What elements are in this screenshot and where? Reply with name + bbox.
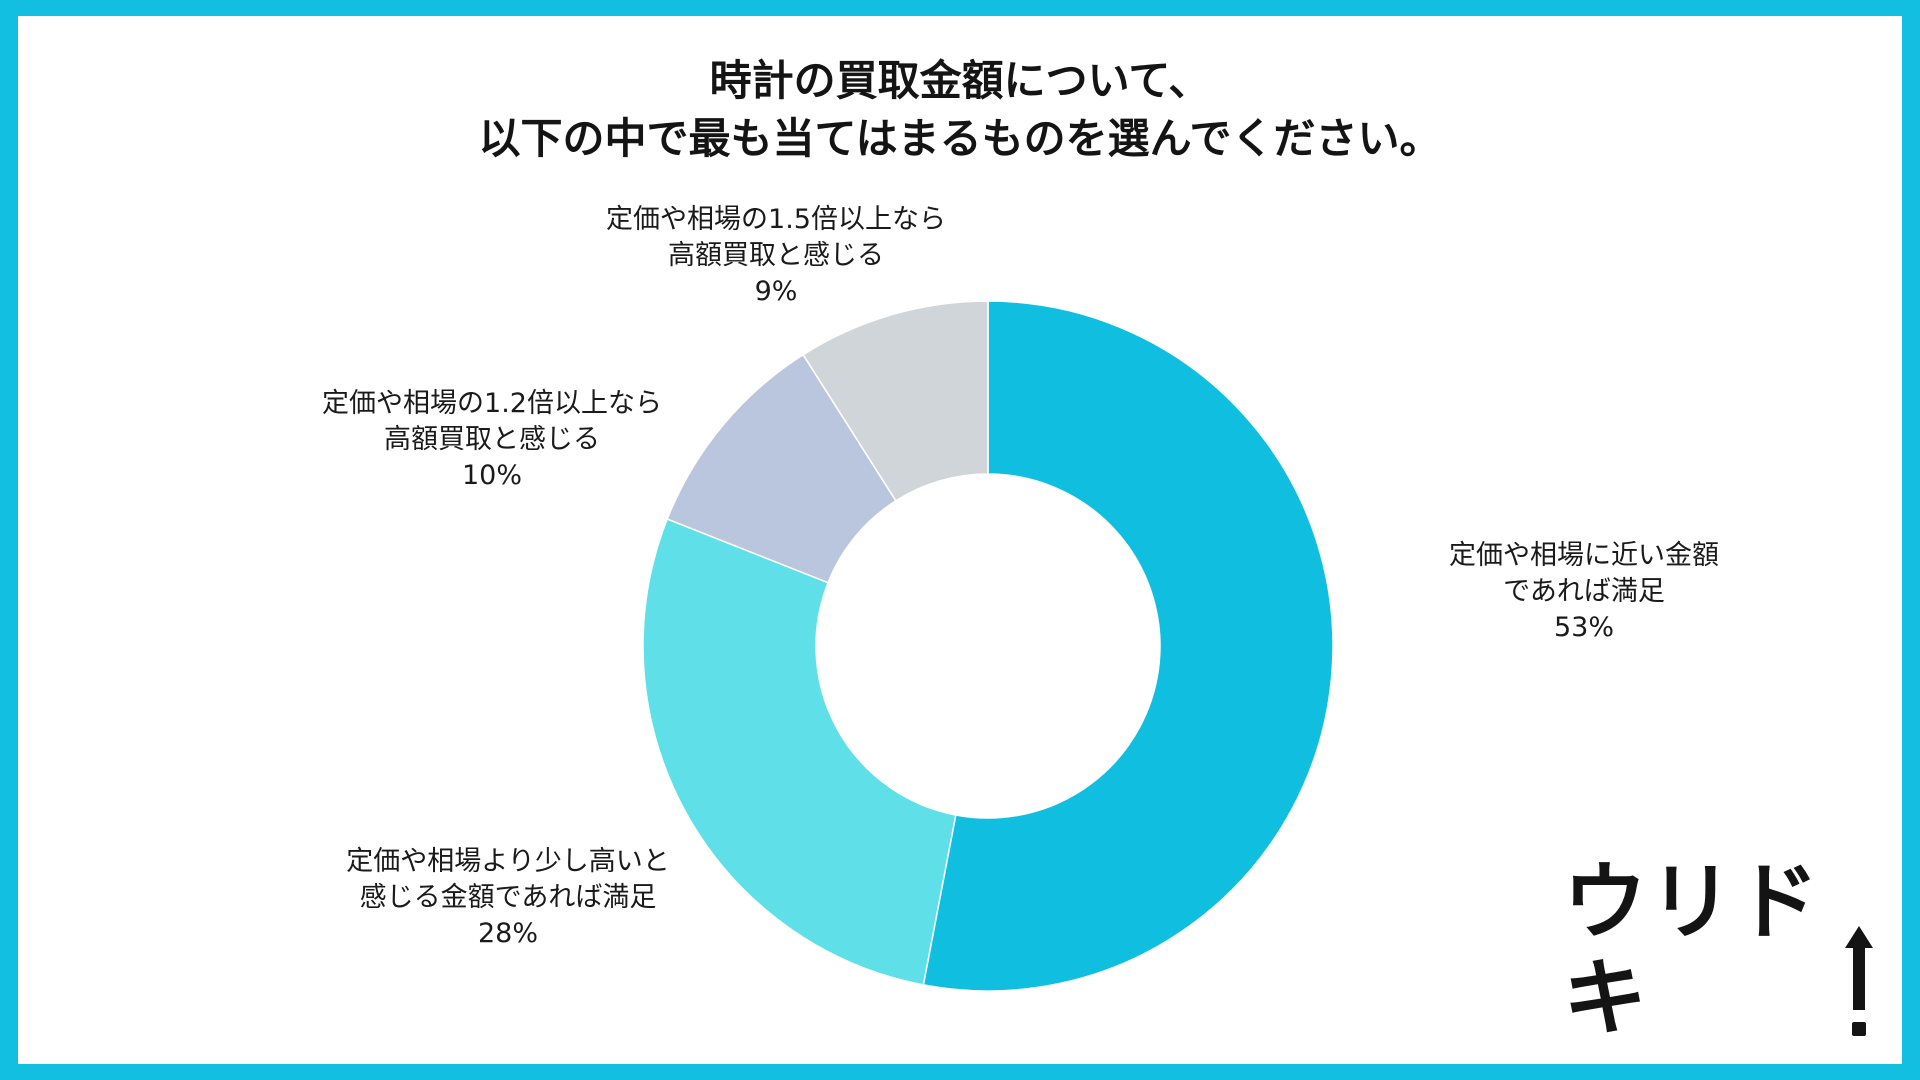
slice-label-53: 定価や相場に近い金額 であれば満足 53% [1384, 538, 1784, 646]
uridoki-logo: ウリドキ [1563, 854, 1883, 1046]
slice-label-9-line-2: 高額買取と感じる [668, 240, 884, 271]
slice-label-53-value: 53% [1553, 612, 1614, 643]
slice-label-10-line-2: 高額買取と感じる [384, 424, 600, 455]
slice-label-10: 定価や相場の1.2倍以上なら 高額買取と感じる 10% [272, 386, 712, 494]
up-arrow-icon [1845, 926, 1873, 1036]
slice-9 [802, 300, 989, 502]
slice-label-53-line-1: 定価や相場に近い金額 [1449, 540, 1719, 571]
slice-label-10-value: 10% [461, 460, 522, 491]
slice-28 [642, 518, 957, 986]
slice-label-9-value: 9% [754, 276, 798, 307]
chart-card: 時計の買取金額について、 以下の中で最も当てはまるものを選んでください。 定価や… [18, 16, 1902, 1064]
slice-label-28-line-1: 定価や相場より少し高いと [346, 846, 670, 877]
chart-title-line-2: 以下の中で最も当てはまるものを選んでください。 [478, 114, 1442, 163]
slice-label-28: 定価や相場より少し高いと 感じる金額であれば満足 28% [288, 844, 728, 952]
logo-text: ウリドキ [1563, 853, 1822, 1047]
chart-title: 時計の買取金額について、 以下の中で最も当てはまるものを選んでください。 [18, 52, 1902, 168]
chart-title-line-1: 時計の買取金額について、 [709, 56, 1211, 105]
slice-53 [922, 300, 1334, 992]
slice-label-10-line-1: 定価や相場の1.2倍以上なら [322, 388, 662, 419]
slice-label-9-line-1: 定価や相場の1.5倍以上なら [606, 204, 946, 235]
slice-label-28-value: 28% [477, 918, 538, 949]
slice-label-9: 定価や相場の1.5倍以上なら 高額買取と感じる 9% [556, 202, 996, 310]
donut-chart [642, 300, 1334, 992]
slice-label-28-line-2: 感じる金額であれば満足 [359, 882, 657, 913]
slice-label-53-line-2: であれば満足 [1503, 576, 1665, 607]
